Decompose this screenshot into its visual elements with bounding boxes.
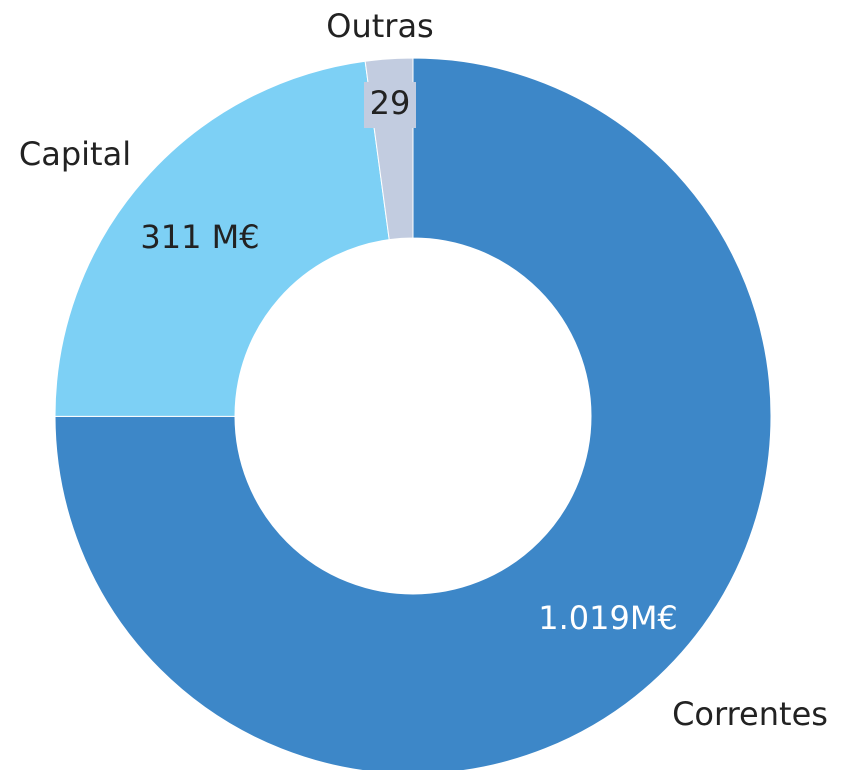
donut-slice	[54, 60, 390, 417]
value-label: 1.019M€	[538, 599, 678, 637]
category-label: Capital	[19, 135, 131, 173]
value-label: 29	[370, 84, 411, 122]
value-label: 311 M€	[140, 218, 259, 256]
category-label: Correntes	[672, 695, 828, 733]
category-label: Outras	[326, 7, 433, 45]
donut-slice	[54, 57, 772, 770]
value-label-bg	[364, 82, 416, 128]
